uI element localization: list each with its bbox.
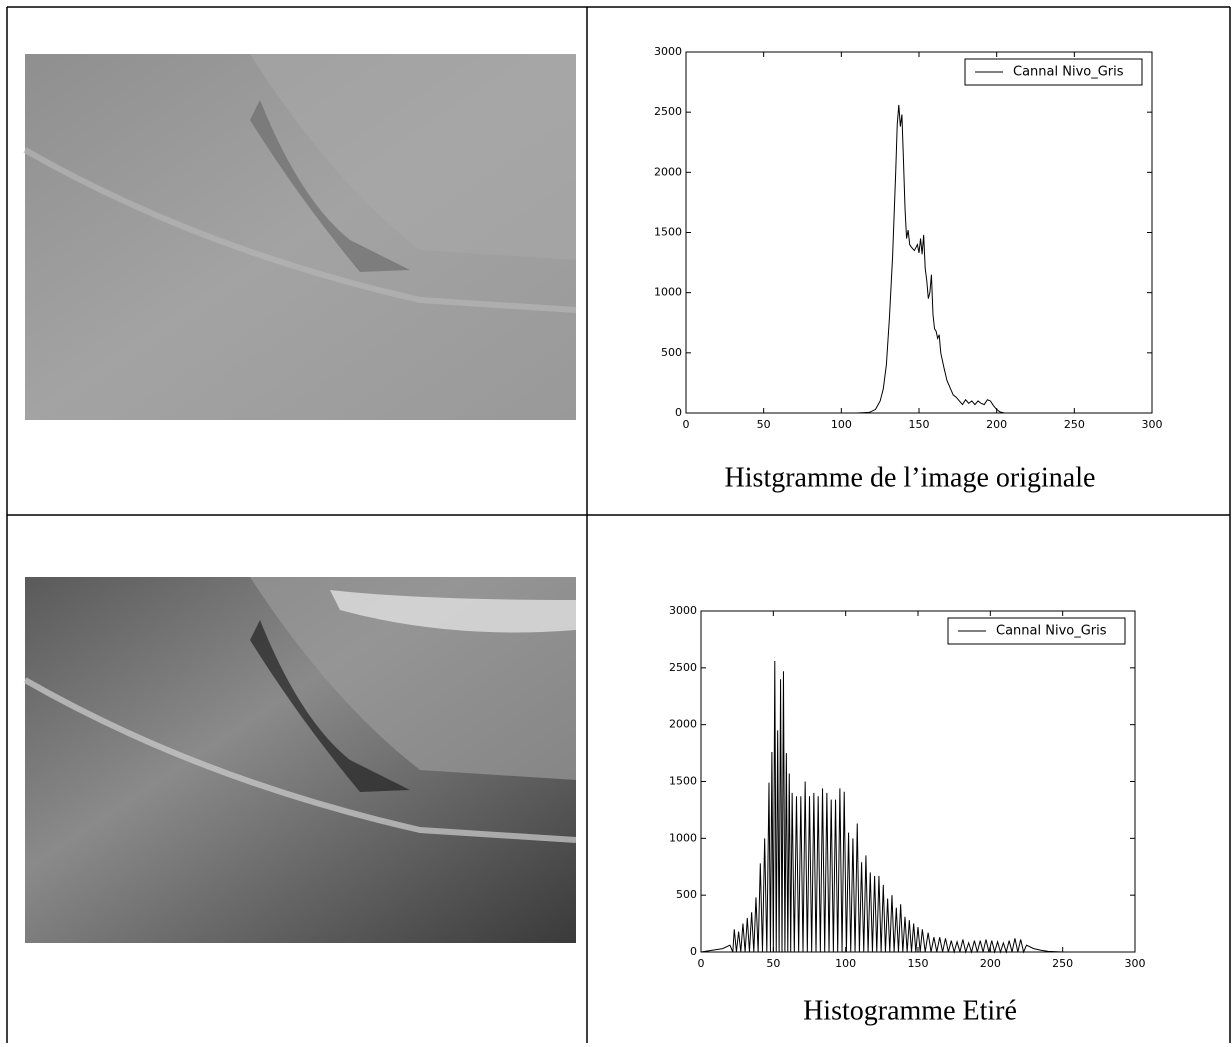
x-tick-label: 150 bbox=[909, 418, 930, 431]
x-tick-label: 0 bbox=[683, 418, 690, 431]
y-tick-label: 2000 bbox=[669, 718, 697, 731]
x-tick-label: 300 bbox=[1125, 957, 1146, 970]
x-tick-label: 0 bbox=[698, 957, 705, 970]
y-tick-label: 2500 bbox=[669, 661, 697, 674]
original-image bbox=[23, 54, 577, 420]
y-tick-label: 0 bbox=[675, 406, 682, 419]
stretched-image bbox=[23, 577, 577, 943]
y-tick-label: 1500 bbox=[654, 226, 682, 239]
y-tick-label: 500 bbox=[676, 888, 697, 901]
y-tick-label: 3000 bbox=[669, 604, 697, 617]
x-tick-label: 200 bbox=[986, 418, 1007, 431]
legend-label: Cannal Nivo_Gris bbox=[1013, 65, 1124, 80]
legend-label: Cannal Nivo_Gris bbox=[996, 624, 1107, 639]
x-tick-label: 150 bbox=[908, 957, 929, 970]
x-tick-label: 200 bbox=[980, 957, 1001, 970]
figure-caption: Histogramme Etiré bbox=[803, 995, 1017, 1026]
y-tick-label: 3000 bbox=[654, 45, 682, 58]
histogram-line bbox=[686, 104, 1083, 414]
y-tick-label: 1000 bbox=[654, 286, 682, 299]
y-tick-label: 500 bbox=[661, 346, 682, 359]
y-tick-label: 2000 bbox=[654, 165, 682, 178]
x-tick-label: 50 bbox=[757, 418, 771, 431]
histogram-line bbox=[700, 661, 1063, 954]
y-tick-label: 1000 bbox=[669, 831, 697, 844]
x-tick-label: 100 bbox=[831, 418, 852, 431]
x-tick-label: 100 bbox=[835, 957, 856, 970]
x-tick-label: 250 bbox=[1064, 418, 1085, 431]
x-tick-label: 250 bbox=[1052, 957, 1073, 970]
y-tick-label: 1500 bbox=[669, 775, 697, 788]
x-tick-label: 300 bbox=[1142, 418, 1163, 431]
table-borders bbox=[6, 6, 1231, 1043]
y-tick-label: 0 bbox=[690, 945, 697, 958]
y-tick-label: 2500 bbox=[654, 105, 682, 118]
x-tick-label: 50 bbox=[766, 957, 780, 970]
figure-caption: Histgramme de l’image originale bbox=[725, 462, 1096, 493]
plot-frame bbox=[685, 51, 1153, 414]
